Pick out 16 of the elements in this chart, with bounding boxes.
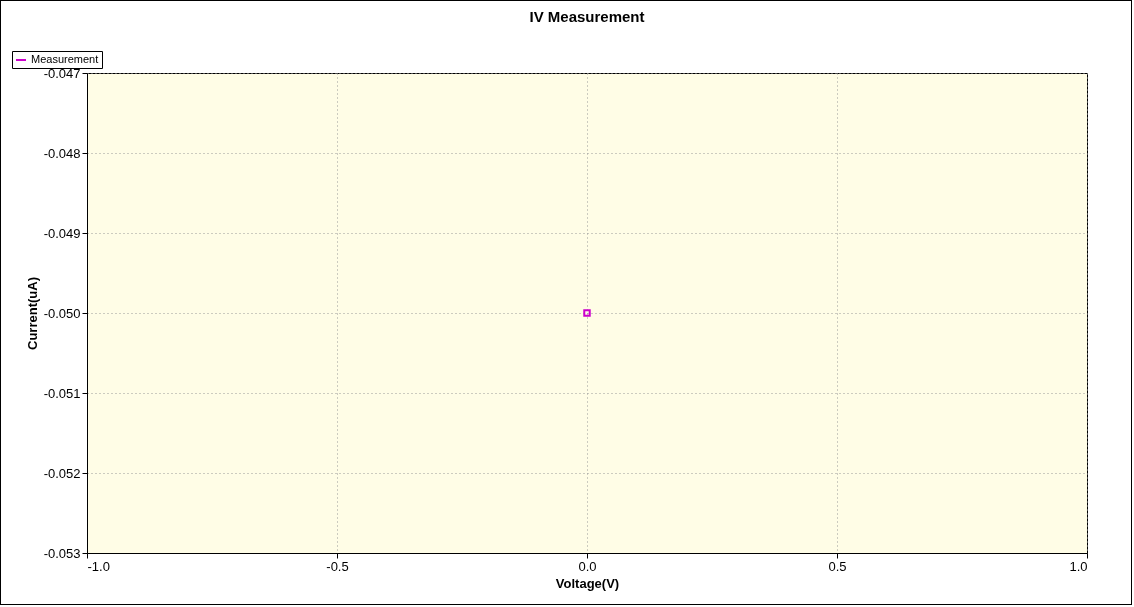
- y-axis-title: Current(uA): [24, 277, 40, 350]
- x-tick-label: -1.0: [87, 558, 110, 574]
- legend-label: Measurement: [31, 53, 99, 65]
- y-tick-label: -0.052: [43, 465, 81, 481]
- y-tick-label: -0.049: [43, 225, 81, 241]
- y-tick-label: -0.047: [43, 65, 81, 81]
- chart-title: IV Measurement: [529, 7, 645, 25]
- x-tick-label: -0.5: [326, 558, 349, 574]
- x-tick-label: 0.0: [578, 558, 597, 574]
- y-tick-label: -0.048: [43, 145, 81, 161]
- x-tick-label: 1.0: [1069, 558, 1088, 574]
- x-axis-title: Voltage(V): [555, 575, 620, 591]
- x-tick-label: 0.5: [828, 558, 847, 574]
- y-tick-label: -0.051: [43, 385, 81, 401]
- y-tick-label: -0.053: [43, 545, 81, 561]
- y-tick-label: -0.050: [43, 305, 81, 321]
